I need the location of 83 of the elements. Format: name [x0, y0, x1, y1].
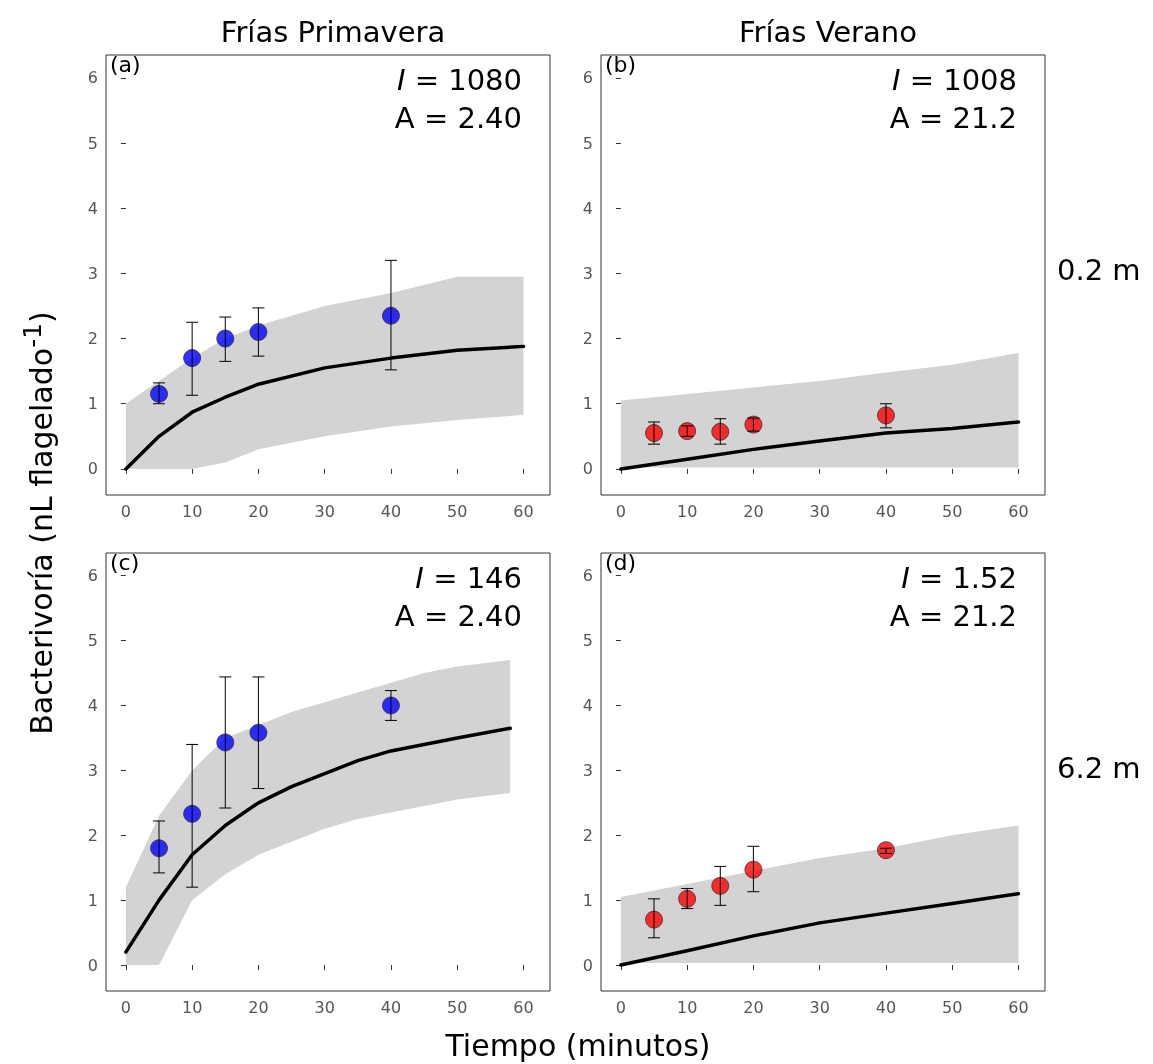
x-tick-label: 20 [248, 501, 269, 521]
y-tick-label: 4 [582, 198, 593, 218]
line-series [124, 726, 512, 954]
y-tick-label: 6 [87, 566, 98, 586]
annotation: A = 2.40 [394, 598, 523, 633]
y-tick-label: 6 [582, 566, 593, 586]
y-tick-label: 5 [582, 133, 593, 153]
x-tick-label: 10 [676, 997, 698, 1017]
y-tick-label: 4 [87, 198, 98, 218]
x-tick-label: 0 [615, 997, 626, 1017]
x-tick-label: 30 [314, 501, 335, 521]
y-tick-label: 2 [87, 329, 98, 349]
annotation: A = 21.2 [889, 598, 1018, 633]
y-tick-label: 2 [582, 825, 593, 845]
y-tick-label: 6 [582, 68, 593, 88]
y-tick-label: 5 [87, 631, 98, 651]
x-tick-label: 20 [248, 997, 269, 1017]
x-tick-label: 0 [615, 501, 626, 521]
x-tick-label: 60 [513, 997, 534, 1017]
point [216, 733, 235, 752]
x-tick-label: 60 [1008, 501, 1029, 521]
annotation: A = 21.2 [889, 100, 1018, 135]
x-tick-label: 40 [380, 997, 402, 1017]
y-tick-label: 0 [582, 955, 593, 975]
y-tick-label: 1 [582, 890, 593, 910]
y-tick-label: 3 [87, 760, 98, 780]
x-tick-label: 50 [942, 501, 963, 521]
x-tick-label: 10 [181, 997, 203, 1017]
x-tick-label: 20 [743, 501, 764, 521]
y-tick-label: 4 [582, 695, 593, 715]
x-tick-label: 0 [120, 997, 131, 1017]
x-axis-title: Tiempo (minutos) [445, 1028, 711, 1063]
point [744, 860, 763, 879]
chart-title: Frías Verano [739, 14, 917, 49]
text: 0.2 m [1057, 252, 1141, 287]
y-tick-label: 4 [87, 695, 98, 715]
y-tick-label: 0 [87, 955, 98, 975]
x-tick-label: 30 [809, 501, 830, 521]
annotation: (d) [605, 549, 637, 575]
y-tick-label: 1 [582, 394, 593, 414]
x-tick-label: 40 [875, 501, 897, 521]
line-series [619, 420, 1021, 471]
y-tick-label: 3 [582, 760, 593, 780]
annotation: I = 146 [415, 560, 523, 595]
y-tick-label: 0 [87, 459, 98, 479]
x-tick-label: 0 [120, 501, 131, 521]
y-tick-label: 1 [87, 394, 98, 414]
x-tick-label: 60 [1008, 997, 1029, 1017]
point [249, 723, 268, 742]
x-tick-label: 10 [181, 501, 203, 521]
point [711, 422, 730, 441]
annotation: A = 2.40 [394, 100, 523, 135]
y-tick-label: 0 [582, 459, 593, 479]
y-tick-label: 2 [87, 825, 98, 845]
x-tick-label: 30 [809, 997, 830, 1017]
y-tick-label: 3 [87, 263, 98, 283]
chart-title: Frías Primavera [220, 14, 446, 49]
annotation: (c) [110, 549, 140, 575]
x-tick-label: 20 [743, 997, 764, 1017]
point [216, 329, 235, 348]
x-tick-label: 40 [875, 997, 897, 1017]
point [711, 876, 730, 895]
y-tick-label: 1 [87, 890, 98, 910]
x-tick-label: 60 [513, 501, 534, 521]
line-series [619, 891, 1021, 967]
annotation: I = 1008 [891, 62, 1018, 97]
x-tick-label: 40 [380, 501, 402, 521]
y-tick-label: 3 [582, 263, 593, 283]
x-tick-label: 50 [447, 501, 468, 521]
annotation: I = 1.52 [901, 560, 1018, 595]
x-tick-label: 10 [676, 501, 698, 521]
annotation: (a) [110, 51, 141, 77]
x-tick-label: 30 [314, 997, 335, 1017]
text: 6.2 m [1057, 750, 1141, 785]
y-tick-label: 5 [582, 631, 593, 651]
x-tick-label: 50 [942, 997, 963, 1017]
x-tick-label: 50 [447, 997, 468, 1017]
annotation: I = 1080 [396, 62, 523, 97]
y-tick-label: 6 [87, 68, 98, 88]
annotation: (b) [605, 51, 637, 77]
y-tick-label: 2 [582, 329, 593, 349]
point [249, 323, 268, 342]
y-tick-label: 5 [87, 133, 98, 153]
